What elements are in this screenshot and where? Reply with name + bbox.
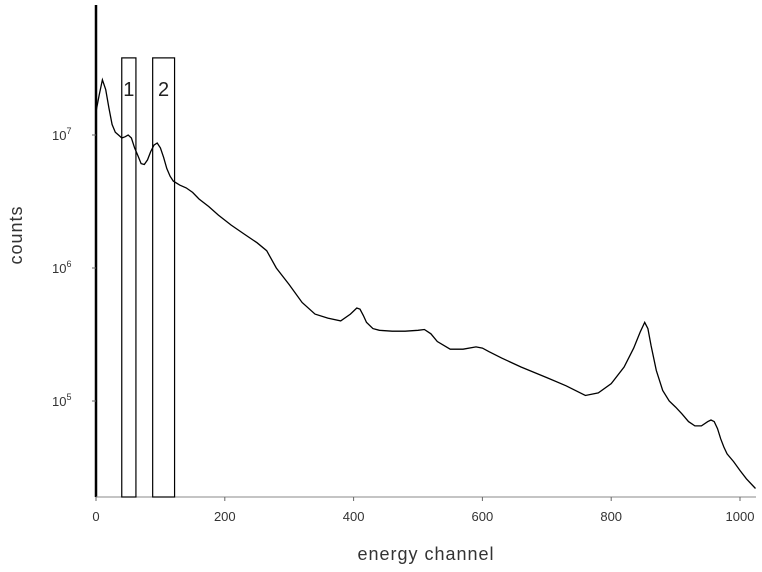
x-axis-title: energy channel xyxy=(357,544,494,564)
x-tick-label: 200 xyxy=(214,509,236,524)
annotation-box-1 xyxy=(121,57,137,498)
annotation-label-1: 1 xyxy=(123,79,134,101)
series-line-counts xyxy=(95,77,756,489)
x-tick-label: 800 xyxy=(600,509,622,524)
x-tick-label: 1000 xyxy=(726,509,755,524)
y-tick-label: 107 xyxy=(52,126,71,143)
x-tick-label: 400 xyxy=(343,509,365,524)
y-axis-title: counts xyxy=(6,205,26,264)
x-tick-label: 600 xyxy=(472,509,494,524)
y-tick-label: 106 xyxy=(52,259,71,276)
y-tick-label: 105 xyxy=(52,392,71,409)
y-axis-ticks: 105 106 107 xyxy=(52,126,96,409)
annotation-box-2 xyxy=(152,57,176,498)
x-tick-label: 0 xyxy=(92,509,99,524)
x-axis-ticks: 0 200 400 600 800 1000 xyxy=(92,497,754,524)
annotation-label-2: 2 xyxy=(158,79,169,101)
